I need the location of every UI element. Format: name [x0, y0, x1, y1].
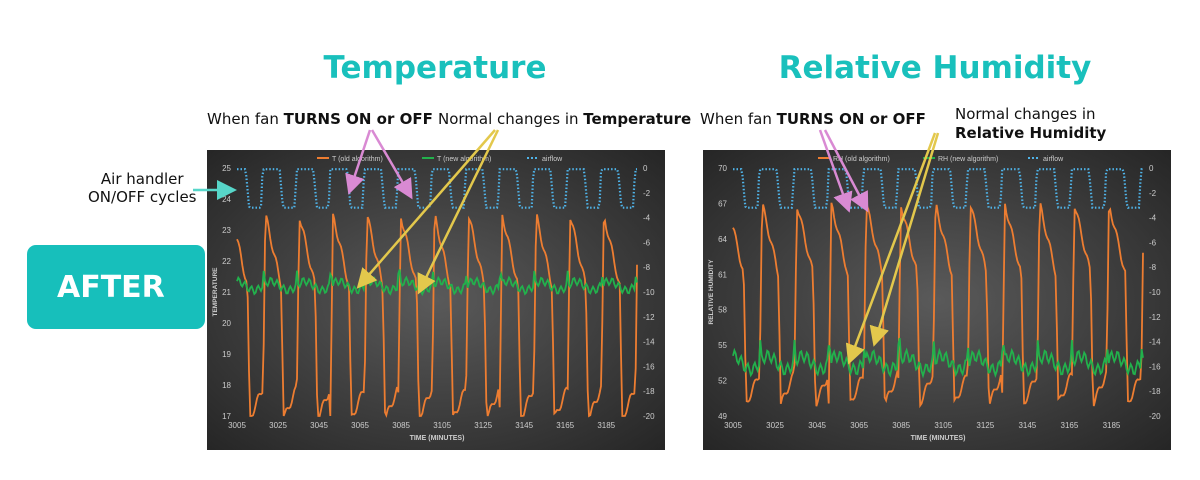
y2-tick-label: 0: [643, 164, 648, 173]
humidity-chart: 49 52 55 58 61 64 67 70 0 -2 -4 -6 -8 -10 -12 -14 -16 -18…: [703, 150, 1171, 450]
x-tick-label: 3125: [474, 421, 492, 430]
y2-tick-label: -20: [1149, 412, 1161, 421]
air-handler-annotation: Air handler ON/OFF cycles: [88, 170, 197, 206]
x-tick-label: 3045: [310, 421, 328, 430]
x-tick-label: 3105: [934, 421, 952, 430]
chart-background: [207, 150, 665, 450]
y2-tick-label: 0: [1149, 164, 1154, 173]
legend-label: airflow: [1043, 156, 1064, 163]
y-tick-label: 22: [222, 257, 231, 266]
legend-label: airflow: [542, 156, 563, 163]
temperature-title: Temperature: [323, 50, 547, 86]
y-tick-label: 64: [718, 235, 727, 244]
y-tick-label: 20: [222, 319, 231, 328]
x-tick-label: 3065: [351, 421, 369, 430]
after-badge: AFTER: [27, 245, 205, 329]
x-tick-label: 3165: [1061, 421, 1079, 430]
y2-tick-label: -6: [643, 238, 651, 247]
legend-label: T (new algorithm): [437, 156, 491, 163]
y-tick-label: 49: [718, 412, 727, 421]
normal-annotation-rh-line2: Relative Humidity: [955, 124, 1107, 142]
x-axis-label: TIME (MINUTES): [410, 435, 465, 442]
y2-tick-label: -14: [1149, 338, 1161, 347]
x-tick-label: 3085: [892, 421, 910, 430]
fan-annotation-rh-bold: TURNS ON or OFF: [776, 110, 926, 128]
y-tick-label: 58: [718, 306, 727, 315]
y2-tick-label: -12: [1149, 313, 1161, 322]
fan-annotation-rh: When fan TURNS ON or OFF: [700, 110, 926, 128]
x-tick-label: 3165: [556, 421, 574, 430]
y2-tick-label: -10: [1149, 288, 1161, 297]
x-tick-label: 3085: [392, 421, 410, 430]
air-handler-line1: Air handler: [100, 170, 184, 188]
y-tick-label: 67: [718, 199, 727, 208]
y2-tick-label: -4: [643, 214, 651, 223]
fan-annotation-rh-prefix: When fan: [700, 110, 777, 128]
x-tick-label: 3025: [269, 421, 287, 430]
y2-tick-label: -4: [1149, 214, 1157, 223]
y2-tick-label: -2: [1149, 189, 1157, 198]
y-tick-label: 55: [718, 341, 727, 350]
x-tick-label: 3045: [808, 421, 826, 430]
chart-background: [703, 150, 1171, 450]
y-axis-label: RELATIVE HUMIDITY: [708, 259, 715, 325]
y-tick-label: 24: [222, 195, 231, 204]
y-tick-label: 61: [718, 270, 727, 279]
y2-tick-label: -20: [643, 412, 655, 421]
x-tick-label: 3065: [850, 421, 868, 430]
y-tick-label: 70: [718, 164, 727, 173]
x-axis-label: TIME (MINUTES): [911, 435, 966, 442]
fan-annotation-bold: TURNS ON or OFF: [283, 110, 433, 128]
x-tick-label: 3145: [1018, 421, 1036, 430]
y2-tick-label: -8: [643, 263, 651, 272]
legend-label: RH (old algorithm): [833, 156, 890, 163]
fan-annotation-temp: When fan TURNS ON or OFF: [207, 110, 433, 128]
x-tick-label: 3145: [515, 421, 533, 430]
y-axis-label: TEMPERATURE: [212, 267, 219, 317]
y-tick-label: 25: [222, 164, 231, 173]
y-tick-label: 19: [222, 350, 231, 359]
y-tick-label: 23: [222, 226, 231, 235]
normal-annotation-temp: Normal changes in Temperature: [438, 110, 691, 128]
humidity-title: Relative Humidity: [778, 50, 1092, 86]
x-tick-label: 3025: [766, 421, 784, 430]
normal-annotation-prefix: Normal changes in: [438, 110, 584, 128]
normal-annotation-rh-line1: Normal changes in: [955, 105, 1096, 123]
y2-tick-label: -12: [643, 313, 655, 322]
y2-tick-label: -10: [643, 288, 655, 297]
x-tick-label: 3125: [976, 421, 994, 430]
x-tick-label: 3185: [597, 421, 615, 430]
y2-tick-label: -16: [1149, 362, 1161, 371]
normal-annotation-rh: Normal changes in Relative Humidity: [955, 105, 1106, 143]
after-badge-label: AFTER: [57, 269, 165, 305]
y2-tick-label: -6: [1149, 238, 1157, 247]
normal-annotation-bold: Temperature: [583, 110, 692, 128]
x-tick-label: 3005: [724, 421, 742, 430]
y2-tick-label: -14: [643, 338, 655, 347]
y2-tick-label: -18: [643, 387, 655, 396]
y-tick-label: 52: [718, 377, 727, 386]
series-line: [732, 337, 1144, 379]
x-tick-label: 3105: [433, 421, 451, 430]
temperature-chart: 17 18 19 20 21 22 23 24 25 0 -2 -4 -6 -8 -10 -12 -14 -16 -…: [207, 150, 665, 450]
y2-tick-label: -2: [643, 189, 651, 198]
legend-label: RH (new algorithm): [938, 156, 998, 163]
y-tick-label: 21: [222, 288, 231, 297]
legend-label: T (old algorithm): [332, 156, 383, 163]
x-tick-label: 3185: [1103, 421, 1121, 430]
y2-tick-label: -16: [643, 362, 655, 371]
y-tick-label: 18: [222, 381, 231, 390]
x-tick-label: 3005: [228, 421, 246, 430]
air-handler-line2: ON/OFF cycles: [88, 188, 197, 206]
fan-annotation-prefix: When fan: [207, 110, 284, 128]
y2-tick-label: -8: [1149, 263, 1157, 272]
y-tick-label: 17: [222, 412, 231, 421]
y2-tick-label: -18: [1149, 387, 1161, 396]
